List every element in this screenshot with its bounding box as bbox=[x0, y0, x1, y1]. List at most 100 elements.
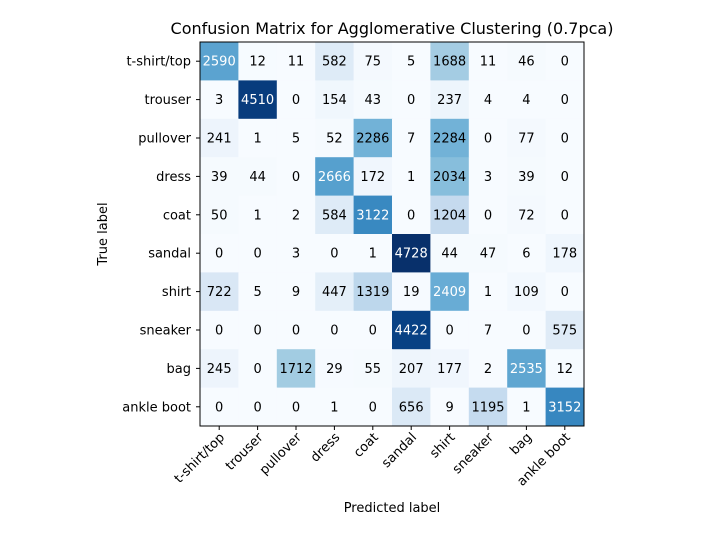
heatmap-cell bbox=[545, 157, 585, 197]
cell-value-label: 0 bbox=[561, 285, 569, 300]
cell-value-label: 1 bbox=[369, 247, 377, 262]
heatmap-cell bbox=[353, 272, 393, 312]
y-tick-label: t-shirt/top bbox=[126, 55, 191, 70]
heatmap-cell bbox=[545, 272, 585, 312]
cell-value-label: 3122 bbox=[356, 208, 389, 223]
cell-value-label: 77 bbox=[518, 132, 535, 147]
y-tick-label: dress bbox=[156, 170, 191, 185]
plot-frame bbox=[199, 41, 585, 427]
cell-value-label: 241 bbox=[207, 132, 232, 147]
cell-value-label: 172 bbox=[360, 170, 385, 185]
cell-value-label: 245 bbox=[207, 362, 232, 377]
heatmap-cell bbox=[200, 310, 239, 350]
cell-value-label: 575 bbox=[552, 324, 577, 339]
heatmap-cell bbox=[353, 387, 393, 427]
heatmap-cell bbox=[353, 118, 393, 158]
heatmap-cell bbox=[315, 42, 355, 81]
cell-value-label: 0 bbox=[561, 55, 569, 70]
heatmap-cell bbox=[392, 118, 431, 158]
y-axis-ticks: t-shirt/top trouser pullover dress coat sanda… bbox=[122, 55, 200, 415]
cell-value-label: 0 bbox=[561, 170, 569, 185]
cell-value-label: 5 bbox=[407, 55, 415, 70]
heatmap-cell bbox=[430, 80, 470, 120]
heatmap-cell bbox=[353, 42, 393, 81]
heatmap-cell bbox=[507, 234, 547, 273]
heatmap-cell bbox=[430, 387, 470, 427]
heatmap-cell bbox=[507, 157, 547, 197]
heatmap-cell bbox=[238, 310, 278, 350]
cell-value-label: 11 bbox=[480, 55, 497, 70]
heatmap-cell bbox=[200, 234, 239, 273]
heatmap-cell bbox=[545, 234, 585, 273]
heatmap-cell bbox=[468, 310, 508, 350]
cell-value-label: 584 bbox=[322, 208, 347, 223]
cell-value-label: 0 bbox=[253, 362, 261, 377]
heatmap-cells: 2590 12 11 582 75 5 1688 11 46 03 4510 0 154 43 0 237 4 4… bbox=[200, 42, 585, 427]
heatmap-cell bbox=[545, 118, 585, 158]
heatmap-cell bbox=[200, 80, 239, 120]
heatmap-cell bbox=[276, 310, 316, 350]
heatmap-cell bbox=[238, 349, 278, 389]
y-tick-label: sneaker bbox=[140, 324, 192, 339]
cell-value-label: 4 bbox=[522, 93, 530, 108]
heatmap-cell bbox=[468, 157, 508, 197]
cell-value-label: 3 bbox=[292, 247, 300, 262]
y-tick-label: ankle boot bbox=[122, 400, 191, 415]
cell-value-label: 2284 bbox=[433, 132, 466, 147]
cell-value-label: 39 bbox=[518, 170, 535, 185]
cell-value-label: 0 bbox=[369, 400, 377, 415]
cell-value-label: 9 bbox=[445, 400, 453, 415]
heatmap-cell bbox=[200, 195, 239, 235]
cell-value-label: 582 bbox=[322, 55, 347, 70]
x-tick-label: pullover bbox=[257, 430, 305, 478]
heatmap-cell bbox=[507, 118, 547, 158]
cell-value-label: 1 bbox=[330, 400, 338, 415]
heatmap-cell bbox=[392, 387, 431, 427]
heatmap-cell bbox=[507, 387, 547, 427]
heatmap-cell bbox=[315, 272, 355, 312]
cell-value-label: 237 bbox=[437, 93, 462, 108]
cell-value-label: 1712 bbox=[279, 362, 312, 377]
cell-value-label: 722 bbox=[207, 285, 232, 300]
cell-value-label: 1204 bbox=[433, 208, 466, 223]
heatmap-cell bbox=[200, 42, 239, 81]
heatmap-cell bbox=[353, 310, 393, 350]
cell-value-label: 0 bbox=[292, 324, 300, 339]
heatmap-cell bbox=[315, 80, 355, 120]
cell-value-label: 447 bbox=[322, 285, 347, 300]
x-tick-label: t-shirt/top bbox=[172, 430, 228, 486]
heatmap-cell bbox=[468, 387, 508, 427]
heatmap-cell bbox=[315, 118, 355, 158]
cell-value-label: 43 bbox=[365, 93, 382, 108]
heatmap-cell bbox=[507, 272, 547, 312]
heatmap-cell bbox=[545, 195, 585, 235]
cell-value-label: 55 bbox=[365, 362, 382, 377]
heatmap-cell bbox=[238, 118, 278, 158]
heatmap-cell bbox=[468, 80, 508, 120]
heatmap-cell bbox=[276, 387, 316, 427]
cell-value-label: 0 bbox=[445, 324, 453, 339]
heatmap-cell bbox=[238, 80, 278, 120]
cell-value-label: 52 bbox=[326, 132, 343, 147]
heatmap-cell bbox=[238, 387, 278, 427]
cell-value-label: 4 bbox=[484, 93, 492, 108]
cell-value-label: 0 bbox=[253, 247, 261, 262]
cell-value-label: 177 bbox=[437, 362, 462, 377]
heatmap-cell bbox=[353, 157, 393, 197]
heatmap-cell bbox=[315, 310, 355, 350]
heatmap-cell bbox=[468, 272, 508, 312]
cell-value-label: 46 bbox=[518, 55, 535, 70]
heatmap-cell bbox=[430, 272, 470, 312]
x-tick-label: bag bbox=[507, 430, 535, 458]
cell-value-label: 656 bbox=[399, 400, 424, 415]
cell-value-label: 0 bbox=[330, 324, 338, 339]
cell-value-label: 2409 bbox=[433, 285, 466, 300]
heatmap-cell bbox=[276, 42, 316, 81]
heatmap-cell bbox=[430, 42, 470, 81]
cell-value-label: 75 bbox=[365, 55, 382, 70]
heatmap-cell bbox=[238, 157, 278, 197]
y-tick-label: shirt bbox=[162, 285, 191, 300]
cell-value-label: 5 bbox=[253, 285, 261, 300]
cell-value-label: 1688 bbox=[433, 55, 466, 70]
